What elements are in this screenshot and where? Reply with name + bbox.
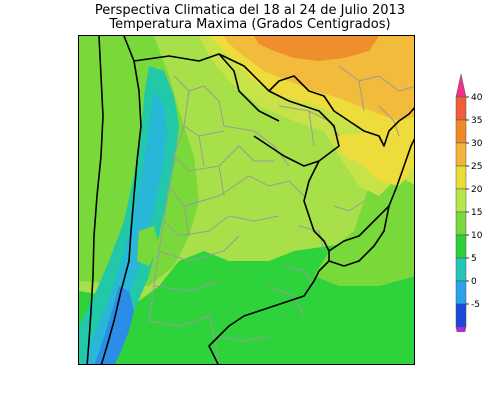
zone-green-patch: [137, 226, 159, 266]
colorbar-tick-label: 5: [471, 254, 477, 264]
colorbar-blocks: [455, 73, 467, 332]
zone-orange: [254, 36, 379, 61]
colorbar-tick-label: 30: [471, 139, 483, 149]
colorbar-tick-label: 0: [471, 277, 477, 287]
zone-cyan: [84, 91, 167, 364]
colorbar-tick-label: 35: [471, 116, 482, 126]
colorbar-segment: [455, 326, 467, 332]
map-panel: [78, 35, 415, 365]
colorbar-segment: [455, 257, 467, 282]
colorbar-tick-label: -5: [471, 300, 480, 310]
zone-yellow-east: [334, 131, 414, 186]
colorbar-tick-label: 20: [471, 185, 483, 195]
colorbar-segment: [455, 142, 467, 167]
map-title: Perspectiva Climatica del 18 al 24 de Ju…: [94, 3, 406, 18]
province-borders: [148, 65, 414, 364]
colorbar-segment: [455, 303, 467, 328]
temperature-colorbar: 40 35 30 25 20 15 10 5 0 -5: [455, 73, 483, 332]
colorbar-segment: [455, 211, 467, 236]
colorbar-tick-label: 40: [471, 93, 483, 103]
country-borders: [86, 36, 414, 364]
colorbar-ticks: 40 35 30 25 20 15 10 5 0 -5: [466, 93, 483, 310]
colorbar-segment: [455, 119, 467, 144]
colorbar-segment: [455, 96, 467, 121]
colorbar-tick-label: 10: [471, 231, 483, 241]
colorbar-segment: [455, 234, 467, 259]
temperature-map: [79, 36, 414, 364]
map-subtitle: Temperatura Maxima (Grados Centigrados): [109, 17, 391, 32]
colorbar-segment: [455, 73, 467, 98]
zone-blue: [94, 286, 134, 364]
colorbar-segment: [455, 280, 467, 305]
zone-light-orange: [224, 36, 414, 121]
colorbar-tick-label: 15: [471, 208, 482, 218]
colorbar-segment: [455, 188, 467, 213]
colorbar-segment: [455, 165, 467, 190]
colorbar-tick-label: 25: [471, 162, 482, 172]
